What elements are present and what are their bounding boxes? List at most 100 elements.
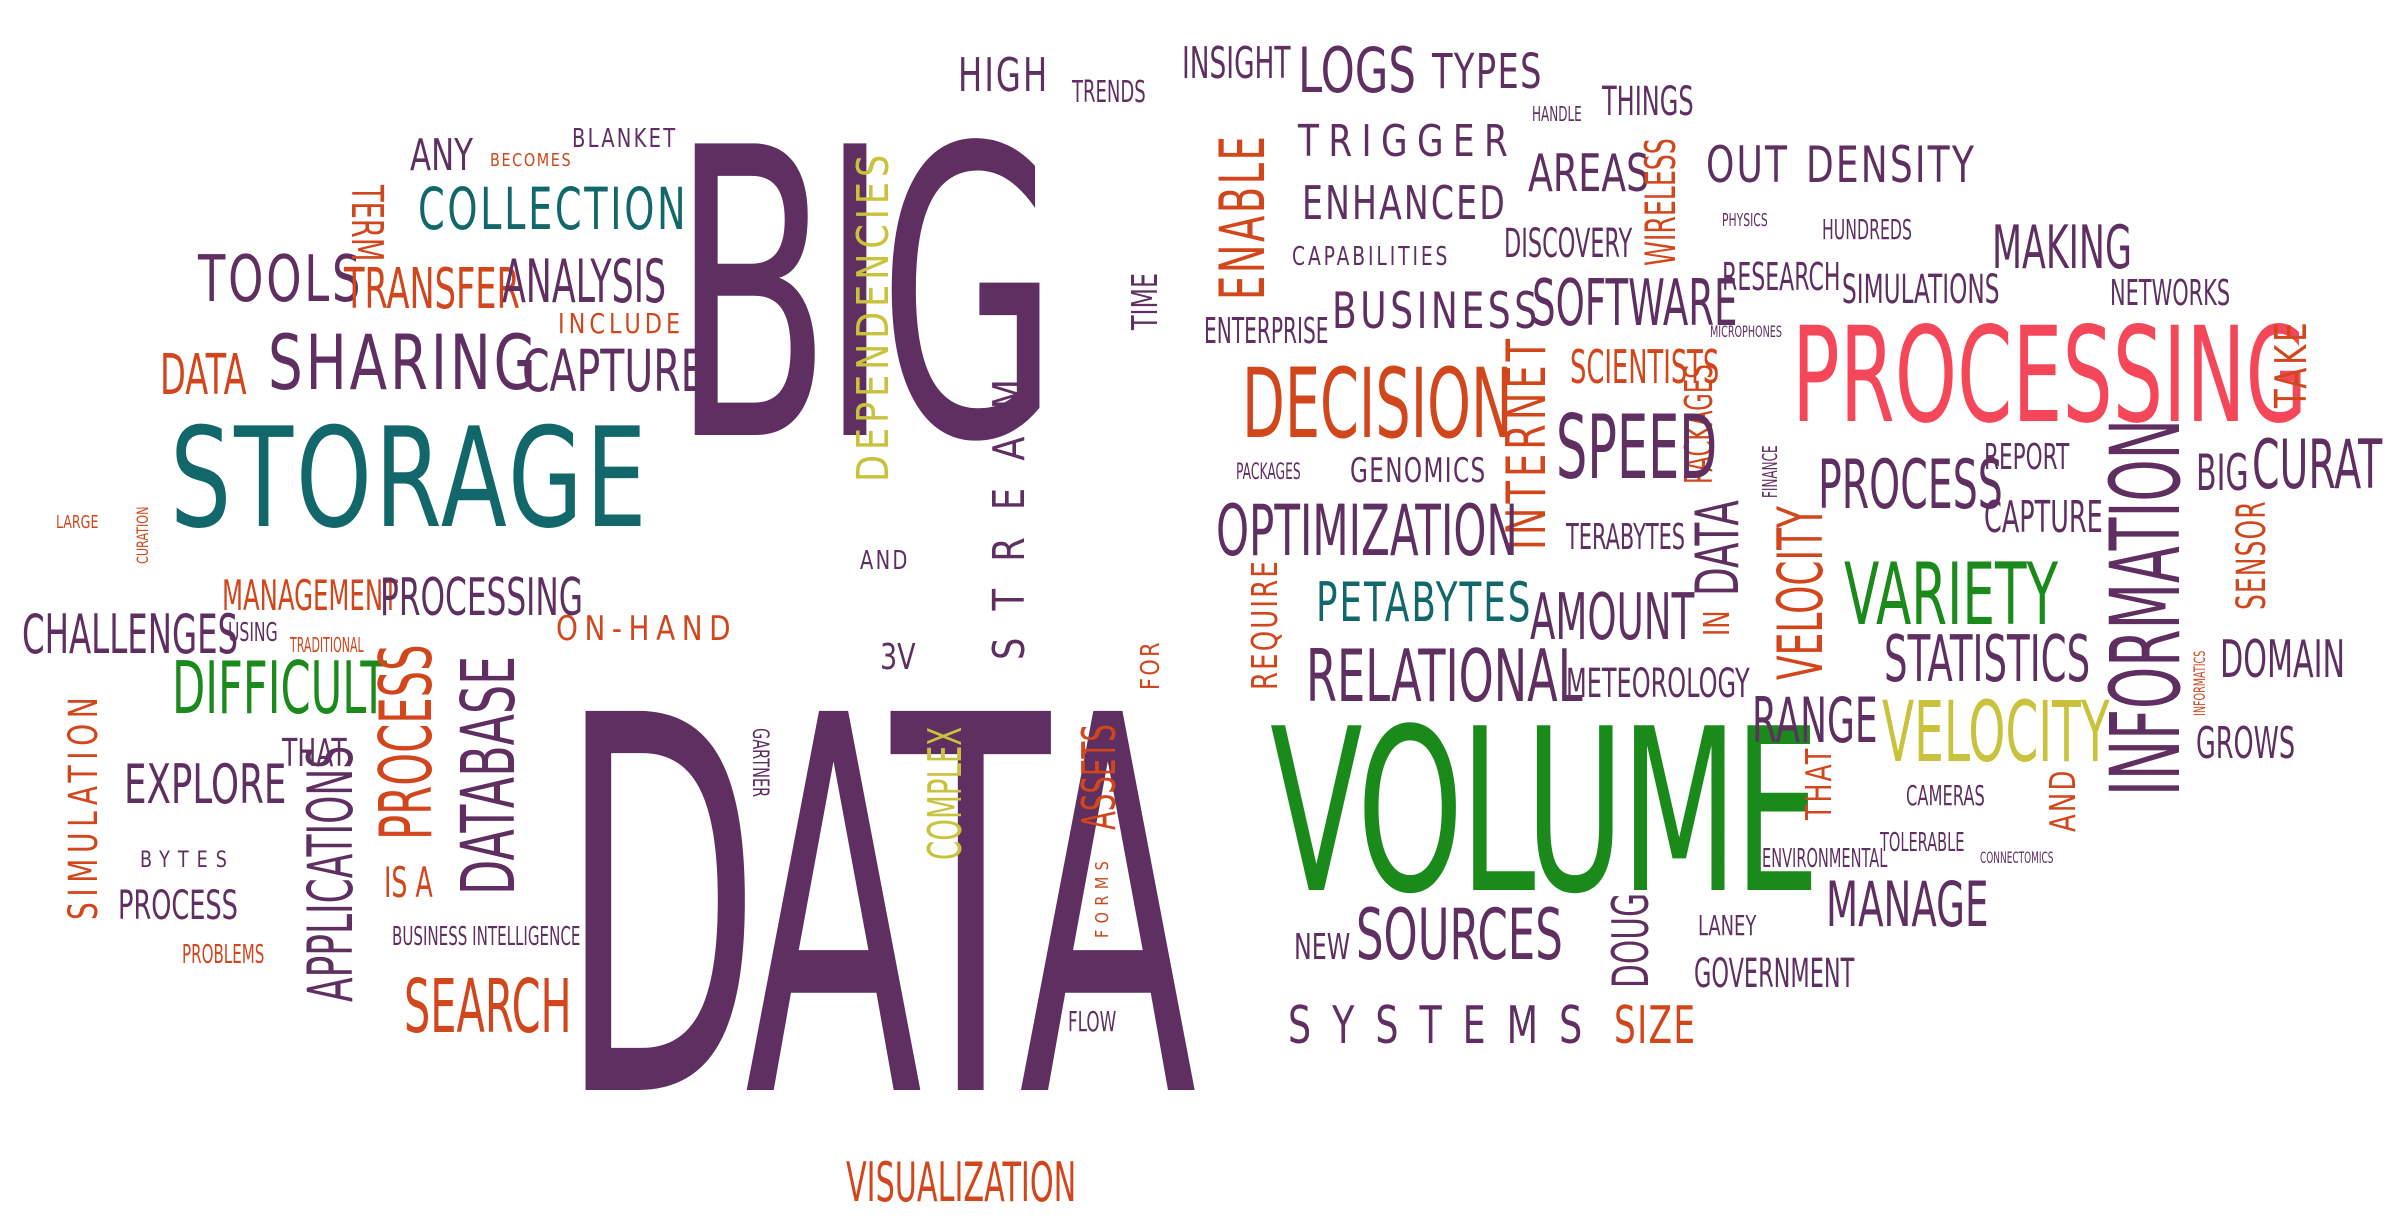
word-new: NEW (1294, 927, 1351, 968)
word-variety: VARIETY (1844, 545, 2059, 645)
word-capabilities: CAPABILITIES (1292, 242, 1451, 272)
word-statistics: STATISTICS (1884, 623, 2091, 697)
word-large: LARGE (56, 512, 99, 533)
word-becomes: BECOMES (490, 150, 573, 171)
word-processing-small: PROCESSING (380, 568, 583, 628)
word-making: MAKING (1992, 213, 2132, 283)
word-hundreds: HUNDREDS (1822, 213, 1912, 246)
word-enable: ENABLE (1206, 133, 1279, 300)
word-finance: FINANCE (1758, 445, 1782, 498)
word-report: REPORT (1984, 437, 2070, 478)
word-simulation: SIMULATION (61, 691, 107, 920)
word-term: TERM (341, 185, 392, 262)
word-any: ANY (410, 130, 473, 181)
word-capture: CAPTURE (522, 337, 706, 405)
word-trigger: TRIGGER (1298, 116, 1518, 167)
word-complex: COMPLEX (918, 726, 972, 860)
word-process-right: PROCESS (1818, 446, 2003, 525)
word-traditional: TRADITIONAL (290, 633, 364, 657)
word-is-a: IS A (384, 858, 433, 907)
word-for: FOR (1136, 640, 1166, 690)
word-packages: PACKAGES (1236, 460, 1301, 485)
word-trends: TRENDS (1072, 75, 1146, 110)
word-forms: FORMS (1092, 854, 1113, 938)
word-difficult: DIFFICULT (172, 646, 387, 730)
word-gartner: GARTNER (747, 728, 772, 798)
word-software: SOFTWARE (1532, 267, 1738, 341)
word-collection: COLLECTION (418, 175, 689, 243)
word-search: SEARCH (404, 964, 572, 1050)
word-velocity-vertical: VELOCITY (1764, 505, 1837, 680)
word-applications: APPLICATIONS (294, 745, 367, 1002)
word-networks: NETWORKS (2110, 273, 2231, 314)
word-range: RANGE (1752, 684, 1878, 757)
word-problems: PROBLEMS (182, 940, 265, 970)
word-size: SIZE (1614, 996, 1697, 1056)
word-database: DATABASE (446, 655, 532, 895)
word-using: USING (228, 618, 278, 648)
word-curate: CURATE (2252, 426, 2386, 505)
word-petabytes: PETABYTES (1316, 571, 1533, 634)
word-transfer: TRANSFER (344, 257, 520, 322)
word-speed: SPEED (1556, 396, 1718, 499)
word-bytes: BYTES (140, 848, 235, 873)
word-include: INCLUDE (558, 307, 685, 340)
word-process-vertical: PROCESS (364, 644, 448, 840)
word-process-small: PROCESS (118, 883, 238, 929)
word-enhanced: ENHANCED (1302, 176, 1507, 230)
word-physics: PHYSICS (1722, 210, 1768, 231)
word-blanket: BLANKET (572, 124, 678, 154)
word-challenges: CHALLENGES (22, 603, 239, 666)
word-curation: CURATION (133, 506, 152, 564)
word-big-small: BIG (2196, 444, 2249, 502)
word-business: BUSINESS (1332, 282, 1541, 340)
word-doug: DOUG (1602, 893, 1660, 988)
word-that: THAT (282, 731, 347, 775)
word-grows: GROWS (2196, 718, 2296, 769)
word-data: DATA (560, 607, 1197, 1213)
word-3v: 3V (880, 637, 916, 678)
word-on-hand: ON-HAND (556, 609, 738, 649)
word-high: HIGH (958, 48, 1050, 102)
word-simulations: SIMULATIONS (1842, 267, 2000, 313)
word-things: THINGS (1602, 79, 1694, 125)
word-amount: AMOUNT (1530, 581, 1695, 655)
word-out: OUT (1706, 136, 1790, 194)
word-and-vertical: AND (2043, 768, 2084, 832)
word-capture-right: CAPTURE (1984, 492, 2103, 543)
word-processing: PROCESSING (1792, 299, 2307, 453)
word-require: REQUIRE (1245, 559, 1286, 690)
word-informatics: INFORMATICS (2190, 650, 2209, 716)
word-microphones: MICROPHONES (1710, 322, 1782, 341)
word-time: TIME (1125, 272, 1166, 330)
word-take: TAKE (2266, 319, 2317, 408)
word-government: GOVERNMENT (1694, 951, 1855, 997)
word-enterprise: ENTERPRISE (1204, 311, 1329, 352)
word-data-small: DATA (160, 343, 247, 408)
word-connectomics: CONNECTOMICS (1980, 848, 2054, 867)
word-scientists: SCIENTISTS (1570, 340, 1720, 394)
word-logs: LOGS (1298, 34, 1416, 107)
word-business-intelligence: BUSINESS INTELLIGENCE (392, 922, 581, 952)
word-data-vertical: DATA (1683, 500, 1753, 596)
word-volume: VOLUME (1270, 681, 1820, 944)
word-terabytes: TERABYTES (1566, 517, 1686, 558)
word-storage: STORAGE (170, 398, 650, 559)
word-wireless: WIRELESS (1636, 138, 1685, 266)
word-environmental: ENVIRONMENTAL (1762, 844, 1888, 874)
word-sources: SOURCES (1356, 894, 1563, 976)
word-flow: FLOW (1068, 1005, 1117, 1038)
word-that-vertical: THAT (1799, 746, 1840, 820)
word-dependencies: DEPENDENCIES (848, 150, 899, 482)
word-sharing: SHARING (268, 318, 539, 407)
word-laney: LANEY (1698, 909, 1757, 942)
word-areas: AREAS (1528, 144, 1650, 204)
word-handle: HANDLE (1532, 102, 1582, 126)
word-tolerable: TOLERABLE (1880, 828, 1965, 858)
word-big: BIG (672, 65, 1058, 530)
word-types: TYPES (1432, 44, 1543, 100)
word-analysis: ANALYSIS (502, 247, 667, 317)
word-and: AND (860, 546, 910, 576)
word-sensor: SENSOR (2229, 500, 2275, 610)
